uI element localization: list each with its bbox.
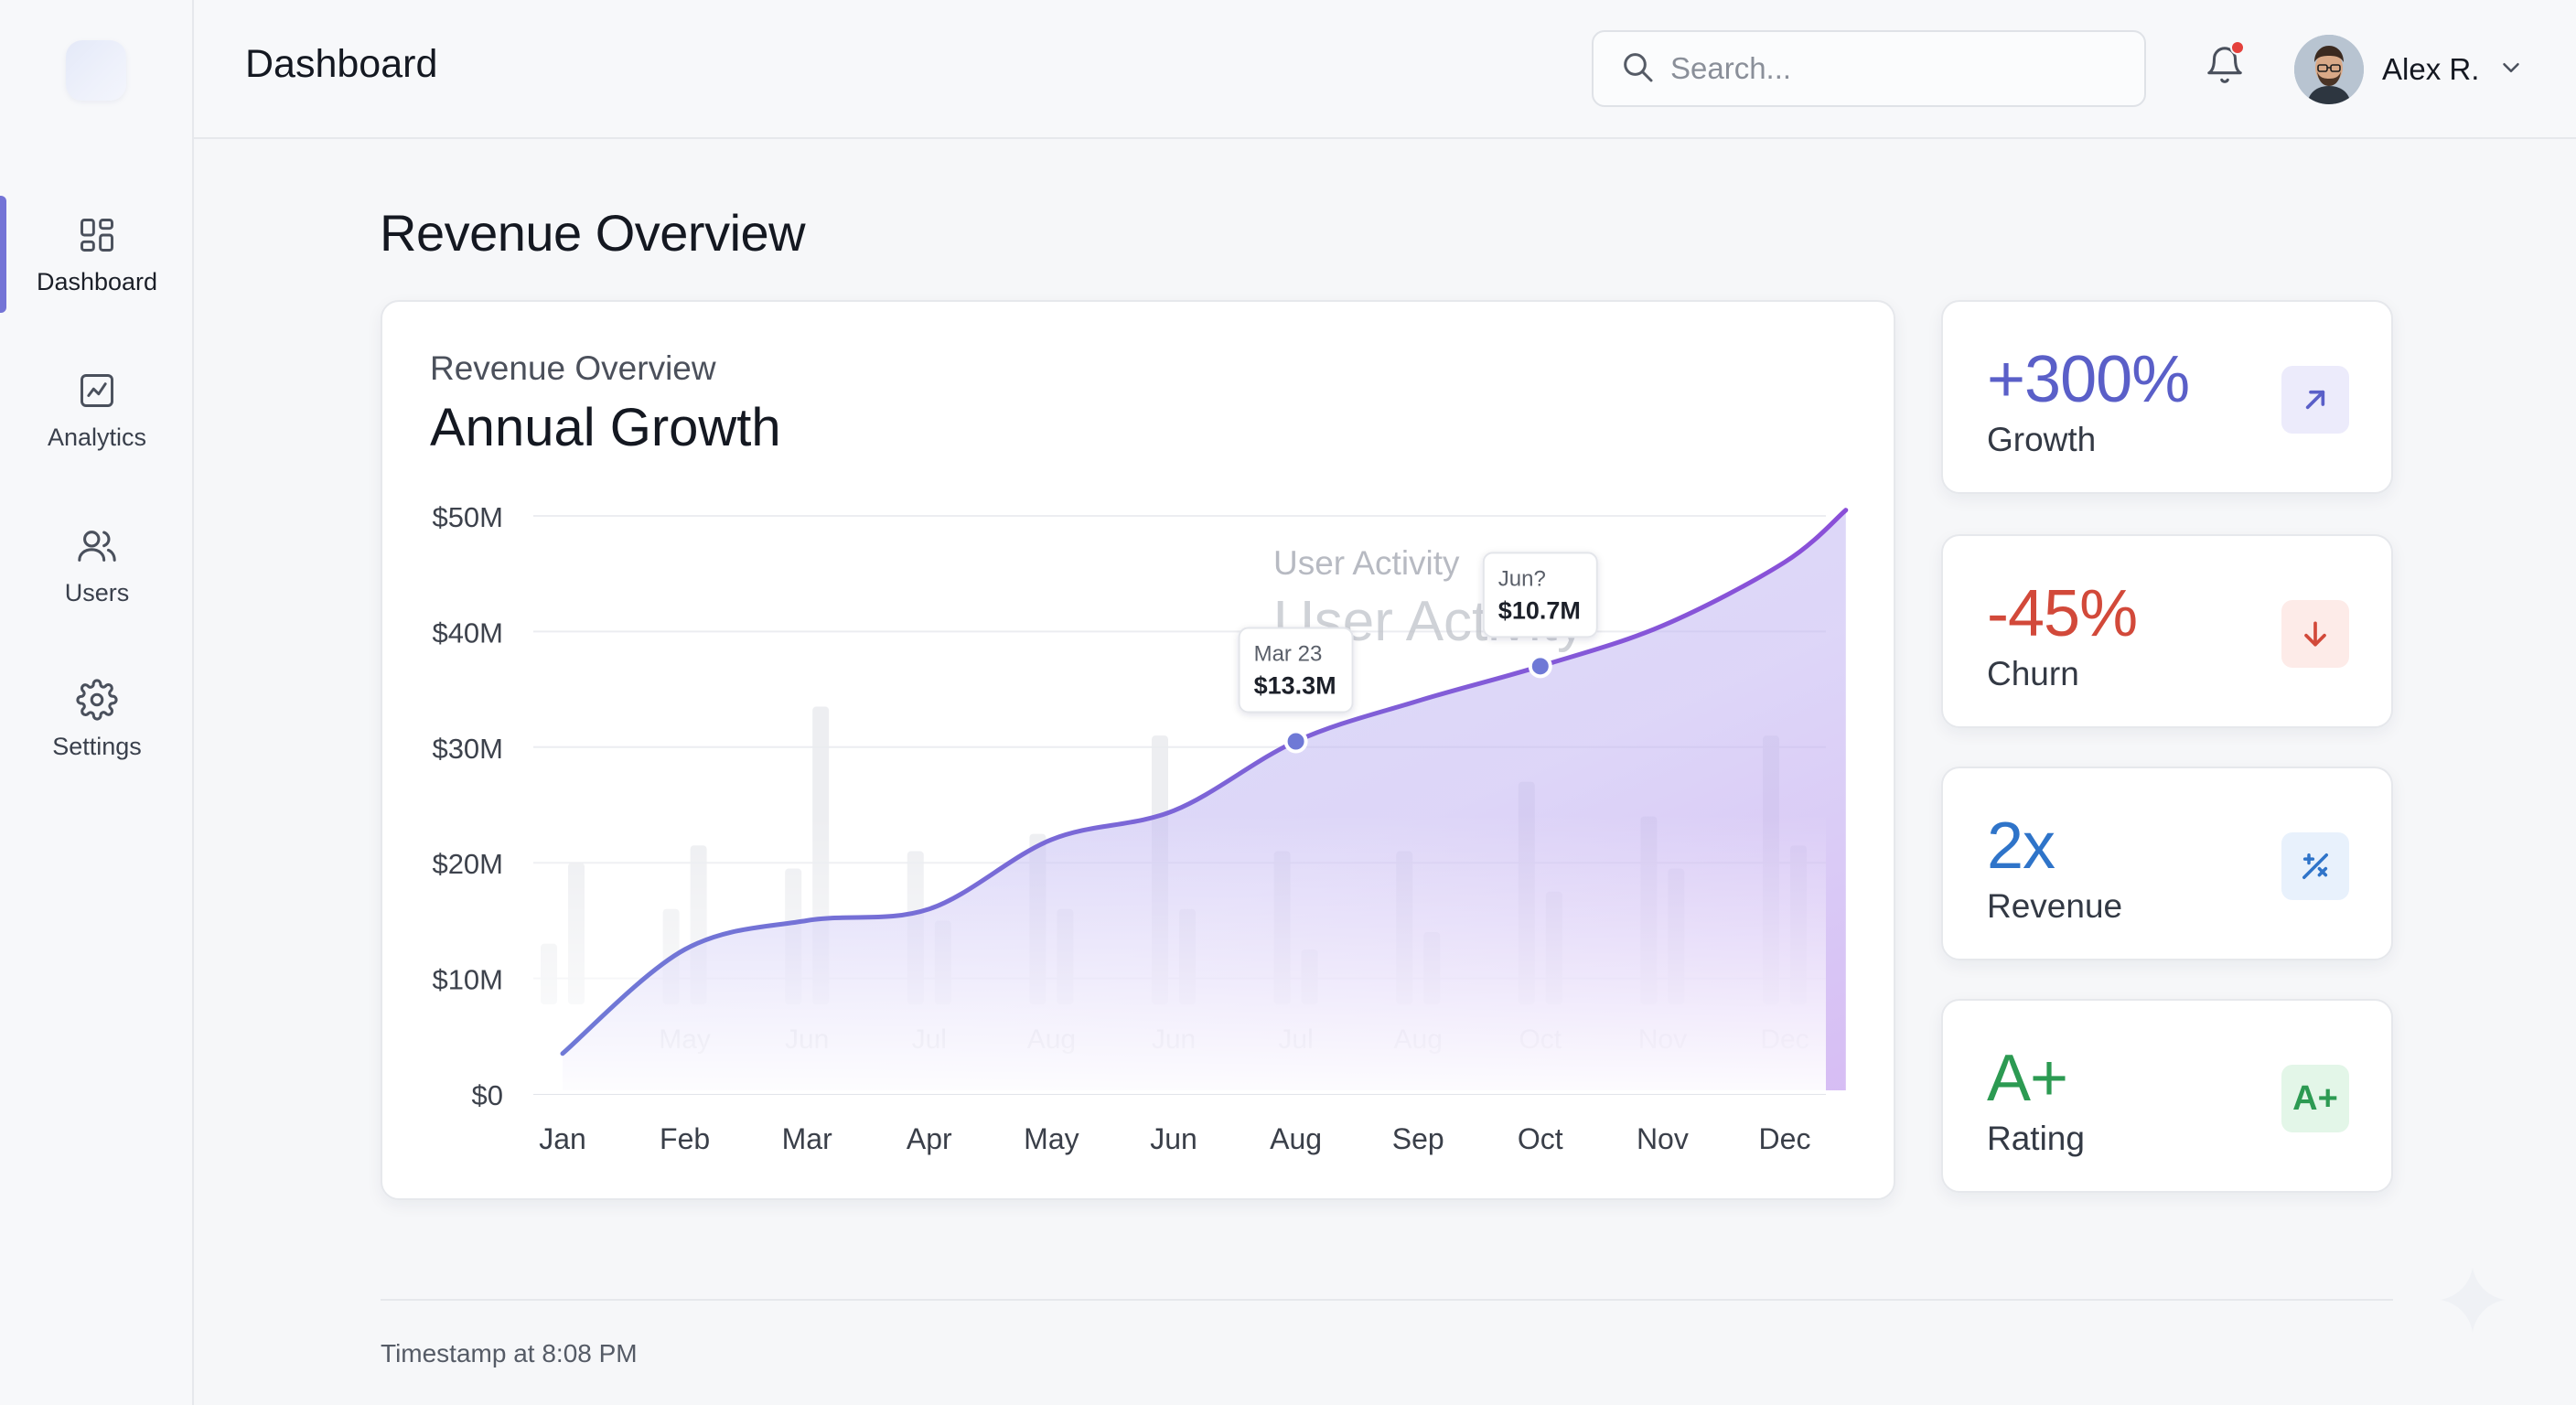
sidebar-item-label: Users [64,578,130,606]
search-box[interactable] [1592,30,2146,107]
revenue-line [560,508,1849,1056]
notification-dot [2230,40,2245,55]
stat-value: A+ [1987,1042,2068,1115]
x-tick-label: Sep [1392,1122,1444,1155]
revenue-chart-card: Revenue Overview Annual Growth $0 $10M $20… [381,300,1895,1200]
tooltip-label: Mar 23 [1254,641,1323,666]
app-logo[interactable] [66,40,126,101]
percent-icon [2281,832,2349,900]
sidebar-item-users[interactable]: Users [0,505,194,626]
stat-card-revenue[interactable]: 2x Revenue [1941,767,2393,960]
x-tick-label: Aug [1270,1122,1322,1155]
sidebar-item-analytics[interactable]: Analytics [0,349,194,470]
y-tick-label: $10M [432,964,503,996]
y-tick-label: $30M [432,733,503,765]
arrow-up-right-icon [2281,366,2349,434]
x-tick-label: Apr [907,1122,952,1155]
x-tick-label: May [1024,1122,1079,1155]
y-tick-label: $50M [432,501,503,533]
tooltip-value: $10.7M [1498,596,1581,624]
avatar [2294,35,2364,104]
search-input[interactable] [1670,51,2128,86]
page-title: Dashboard [245,42,438,86]
watermark-label: User Activity [1273,544,1460,582]
x-tick-label: Dec [1759,1122,1811,1155]
chart-line-icon [75,369,119,413]
stat-card-growth[interactable]: +300% Growth [1941,300,2393,494]
x-tick-label: Oct [1518,1122,1563,1155]
user-menu[interactable]: Alex R. [2294,33,2525,106]
footer-divider [381,1299,2393,1301]
stat-label: Revenue [1987,887,2123,925]
x-tick-label: Mar [782,1122,832,1155]
x-tick-label: Jun [1150,1122,1197,1155]
tooltip-label: Jun? [1498,566,1546,591]
area-fade [533,814,1826,1094]
stat-value: +300% [1987,343,2190,416]
section-title: Revenue Overview [380,204,806,262]
grid-icon [75,213,119,257]
x-tick-label: Feb [660,1122,710,1155]
stat-card-churn[interactable]: -45% Churn [1941,534,2393,728]
timestamp: Timestamp at 8:08 PM [381,1339,638,1367]
arrow-down-icon [2281,600,2349,668]
stat-value: 2x [1987,810,2055,883]
sidebar-item-label: Dashboard [36,267,158,295]
sidebar: Dashboard Analytics Users Settings [0,0,194,1405]
gear-icon [75,678,119,722]
bell-icon [2204,45,2246,91]
x-tick-label: Jan [539,1122,586,1155]
sidebar-item-label: Analytics [47,423,147,451]
sparkle-icon [2433,1260,2512,1339]
stat-label: Churn [1987,655,2079,692]
sidebar-item-label: Settings [52,732,142,760]
y-tick-label: $40M [432,617,503,649]
users-icon [75,524,119,568]
y-tick-label: $20M [432,848,503,880]
search-icon [1619,48,1656,90]
stat-label: Growth [1987,421,2097,458]
notifications-button[interactable] [2197,40,2252,95]
x-tick-label: Nov [1637,1122,1689,1155]
sidebar-item-settings[interactable]: Settings [0,659,194,779]
stat-value: -45% [1987,577,2138,650]
stat-label: Rating [1987,1120,2085,1157]
y-tick-label: $0 [472,1079,503,1111]
highlight-point [1528,654,1552,679]
tooltip-box [1238,627,1354,713]
chevron-down-icon [2497,54,2525,86]
rating-badge: A+ [2281,1065,2349,1132]
stat-card-rating[interactable]: A+ Rating A+ [1941,999,2393,1193]
sidebar-item-dashboard[interactable]: Dashboard [0,194,194,315]
tooltip-box [1482,552,1598,638]
chart-kicker: Revenue Overview [430,349,716,387]
highlight-point [1283,729,1308,754]
chart-title: Annual Growth [430,398,781,457]
active-nav-indicator [0,196,6,313]
top-header: Dashboard Alex R. [194,0,2576,139]
tooltip-value: $13.3M [1254,671,1336,699]
user-name: Alex R. [2382,52,2480,86]
